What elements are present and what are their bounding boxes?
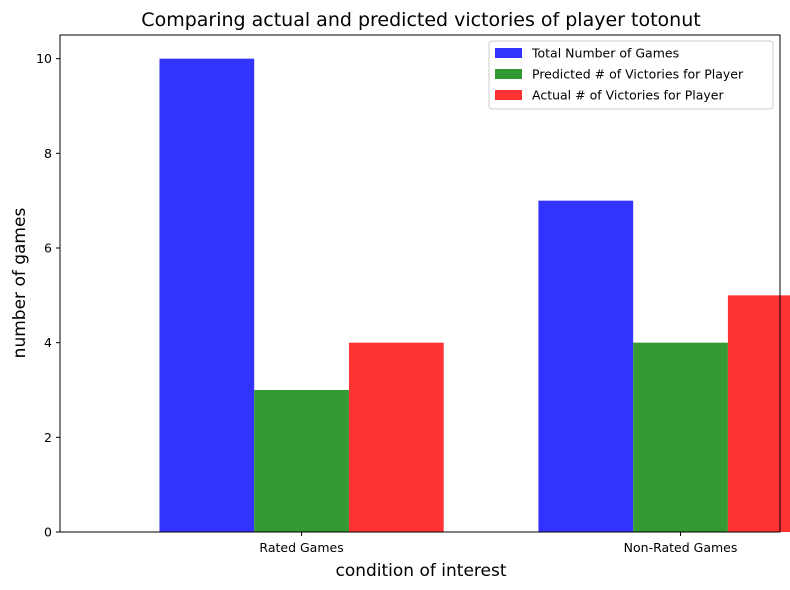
legend-label-2: Predicted # of Victories for Player bbox=[532, 67, 744, 82]
chart-title: Comparing actual and predicted victories… bbox=[141, 9, 700, 31]
bar-1-1 bbox=[159, 58, 255, 533]
y-tick-label: 0 bbox=[44, 525, 52, 540]
legend-swatch-1 bbox=[495, 48, 522, 58]
bar-2-2 bbox=[633, 342, 728, 532]
y-tick-label: 8 bbox=[44, 146, 52, 161]
x-axis: Rated Games Non-Rated Games bbox=[259, 532, 737, 555]
y-axis-label: number of games bbox=[10, 208, 30, 359]
legend-label-1: Total Number of Games bbox=[531, 46, 679, 61]
x-tick-label: Rated Games bbox=[259, 540, 343, 555]
plot-frame bbox=[59, 34, 781, 533]
x-tick-label: Non-Rated Games bbox=[624, 540, 738, 555]
legend-swatch-2 bbox=[495, 69, 522, 79]
y-tick-label: 4 bbox=[44, 335, 52, 350]
bar-3-2 bbox=[727, 295, 790, 532]
legend-items: Total Number of Games Predicted # of Vict… bbox=[495, 46, 744, 103]
y-tick-label: 2 bbox=[44, 430, 52, 445]
y-axis: 0 2 4 6 8 10 bbox=[36, 51, 60, 540]
legend-swatch-3 bbox=[495, 90, 522, 100]
bars-layer bbox=[159, 58, 790, 533]
y-tick-label: 10 bbox=[36, 51, 52, 66]
bar-3-1 bbox=[348, 342, 444, 532]
bar-1-2 bbox=[538, 200, 634, 532]
legend-label-3: Actual # of Victories for Player bbox=[532, 88, 724, 103]
legend-box bbox=[488, 40, 774, 110]
bar-2-1 bbox=[254, 390, 349, 532]
y-tick-label: 6 bbox=[44, 241, 52, 256]
x-axis-label: condition of interest bbox=[335, 561, 506, 581]
legend: Total Number of Games Predicted # of Vict… bbox=[488, 40, 774, 110]
